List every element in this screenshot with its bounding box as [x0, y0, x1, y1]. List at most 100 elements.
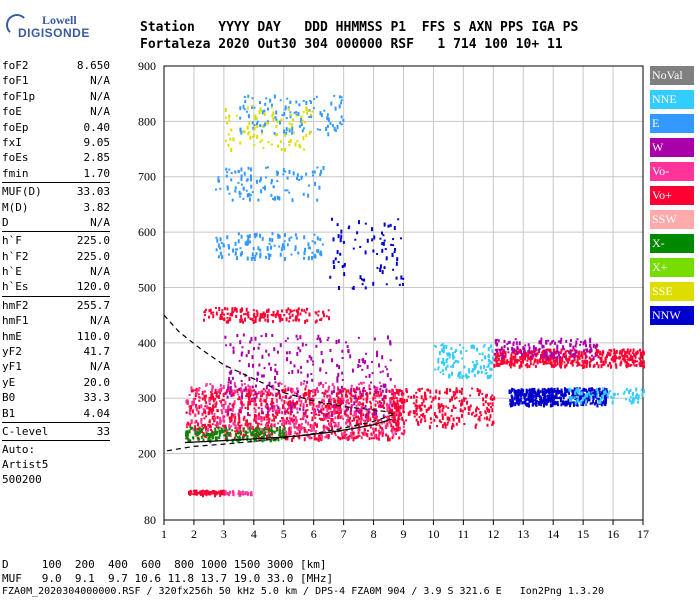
echo-point	[282, 173, 285, 176]
echo-point	[208, 402, 211, 405]
echo-point	[373, 422, 376, 425]
echo-point	[528, 401, 531, 404]
echo-point	[519, 356, 522, 360]
echo-point	[389, 420, 392, 425]
echo-point	[188, 412, 191, 415]
echo-point	[343, 263, 346, 267]
echo-point	[453, 361, 456, 364]
echo-point	[208, 420, 211, 423]
echo-point	[257, 416, 260, 420]
echo-point	[286, 357, 289, 362]
echo-point	[513, 362, 516, 367]
echo-point	[197, 410, 200, 415]
echo-point	[222, 243, 225, 248]
echo-point	[295, 334, 298, 338]
echo-point	[494, 339, 497, 344]
echo-point	[390, 243, 393, 246]
echo-point	[416, 404, 419, 409]
echo-point	[402, 277, 405, 280]
echo-point	[349, 391, 352, 395]
echo-point	[569, 362, 572, 365]
echo-point	[549, 393, 552, 396]
echo-point	[247, 384, 250, 388]
echo-point	[460, 402, 463, 407]
echo-point	[435, 389, 438, 394]
echo-point	[290, 253, 293, 256]
echo-point	[467, 411, 470, 415]
echo-point	[362, 398, 365, 401]
echo-point	[579, 343, 582, 346]
echo-point	[510, 390, 513, 394]
echo-point	[637, 394, 640, 399]
echo-point	[426, 388, 429, 391]
echo-point	[270, 400, 273, 405]
echo-point	[564, 403, 567, 407]
logo-line1: Lowell	[42, 13, 77, 27]
echo-point	[251, 121, 254, 125]
echo-point	[300, 175, 303, 178]
echo-point	[543, 352, 546, 357]
echo-point	[264, 185, 267, 190]
echo-point	[239, 106, 242, 111]
echo-point	[205, 432, 208, 436]
echo-point	[447, 406, 450, 409]
echo-point	[198, 427, 201, 431]
echo-point	[302, 415, 305, 420]
echo-point	[541, 354, 544, 359]
echo-point	[395, 408, 398, 413]
echo-point	[247, 411, 250, 416]
echo-point	[193, 398, 196, 403]
echo-point	[331, 418, 334, 422]
echo-point	[308, 246, 311, 250]
echo-point	[554, 394, 557, 397]
echo-point	[551, 394, 554, 399]
echo-point	[567, 398, 570, 403]
echo-point	[288, 191, 291, 194]
echo-point	[267, 422, 270, 425]
echo-point	[263, 112, 266, 117]
echo-point	[246, 193, 249, 198]
echo-point	[271, 392, 274, 396]
echo-point	[595, 400, 598, 405]
echo-point	[491, 349, 494, 354]
echo-point	[392, 402, 395, 405]
echo-point	[591, 388, 594, 392]
echo-point	[346, 399, 349, 404]
echo-point	[222, 415, 225, 418]
echo-point	[465, 373, 468, 378]
echo-point	[393, 226, 396, 231]
echo-point	[352, 437, 355, 442]
echo-point	[384, 395, 387, 399]
echo-point	[312, 363, 315, 366]
echo-point	[269, 403, 272, 406]
echo-point	[327, 386, 330, 391]
echo-point	[585, 363, 588, 368]
echo-point	[247, 166, 250, 170]
echo-point	[518, 398, 521, 402]
echo-point	[332, 237, 335, 242]
echo-point	[362, 381, 365, 384]
echo-point	[557, 340, 560, 343]
echo-point	[316, 408, 319, 411]
echo-point	[385, 283, 388, 286]
x-tick-label: 5	[281, 527, 287, 541]
echo-point	[242, 104, 245, 109]
echo-point	[607, 364, 610, 368]
echo-point	[285, 409, 288, 413]
legend-item: NoVal	[650, 66, 694, 85]
echo-point	[467, 405, 470, 410]
legend-item: Vo-	[650, 162, 694, 181]
echo-point	[545, 339, 548, 344]
echo-point	[531, 394, 534, 399]
echo-point	[458, 400, 461, 403]
echo-point	[359, 275, 362, 280]
echo-point	[360, 416, 363, 419]
echo-point	[366, 429, 369, 432]
echo-point	[555, 360, 558, 363]
echo-point	[308, 355, 311, 359]
echo-point	[280, 389, 283, 392]
echo-point	[274, 415, 277, 419]
echo-point	[391, 403, 394, 408]
echo-point	[209, 434, 212, 439]
